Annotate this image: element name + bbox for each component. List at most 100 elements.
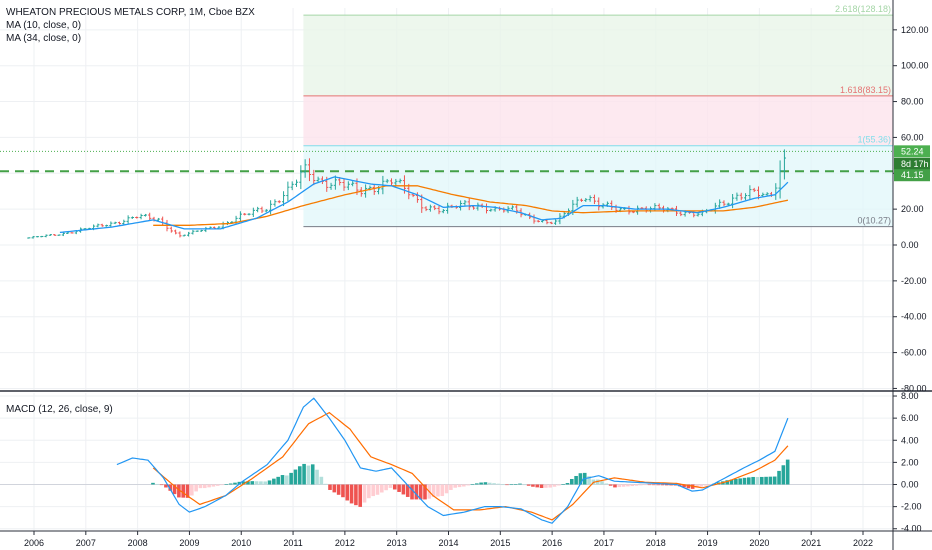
- macd-histogram-bar: [401, 484, 406, 495]
- time-tick-label: 2010: [231, 538, 251, 548]
- macd-histogram-bar: [544, 484, 548, 488]
- macd-histogram-bar: [652, 484, 656, 486]
- macd-histogram-bar: [755, 476, 760, 485]
- macd-tick-label: 4.00: [901, 435, 919, 445]
- macd-histogram-bar: [354, 484, 358, 506]
- macd-pane: [0, 397, 893, 524]
- macd-histogram-bar: [660, 484, 665, 486]
- macd-legend-label[interactable]: MACD (12, 26, close, 9): [6, 404, 113, 415]
- macd-histogram-bar: [431, 484, 436, 498]
- macd-histogram-bar: [600, 481, 604, 485]
- macd-histogram-bar: [500, 484, 505, 486]
- macd-histogram-bar: [604, 483, 609, 485]
- price-tick-label: 120.00: [901, 25, 929, 35]
- macd-histogram-bar: [522, 484, 527, 486]
- macd-histogram-bar: [228, 483, 233, 485]
- macd-histogram-bar: [358, 484, 363, 507]
- macd-histogram-bar: [233, 482, 237, 485]
- level-badge: 41.15: [901, 170, 924, 180]
- price-tick-label: 20.00: [901, 204, 924, 214]
- fib-label: 1(55.36): [857, 135, 891, 145]
- macd-histogram-bar: [341, 484, 345, 498]
- macd-histogram-bar: [388, 484, 393, 488]
- level-badge-bg: [894, 169, 930, 182]
- macd-histogram-bar: [734, 478, 738, 485]
- price-pane: [0, 149, 893, 239]
- macd-histogram-bar: [462, 484, 466, 487]
- macd-histogram-bar: [276, 476, 280, 485]
- macd-histogram-bar: [155, 483, 160, 485]
- macd-histogram-bar: [207, 484, 211, 488]
- macd-histogram-bar: [250, 481, 255, 485]
- macd-histogram-bar: [513, 484, 518, 485]
- macd-histogram-bar: [466, 484, 470, 486]
- time-tick-label: 2006: [24, 538, 44, 548]
- macd-histogram-bar: [181, 484, 185, 498]
- macd-histogram-bar: [483, 482, 488, 485]
- macd-histogram-bar: [656, 484, 660, 486]
- time-tick-label: 2009: [179, 538, 199, 548]
- macd-histogram-bar: [177, 484, 181, 498]
- macd-histogram-bar: [215, 484, 220, 486]
- macd-histogram-bar: [742, 477, 747, 485]
- ma10-legend[interactable]: MA (10, close, 0): [6, 20, 82, 31]
- time-tick-label: 2011: [283, 538, 302, 548]
- macd-histogram-bar: [708, 484, 712, 486]
- macd-histogram-bar: [151, 482, 155, 485]
- macd-legend: MACD (12, 26, close, 9): [6, 403, 113, 416]
- macd-histogram-bar: [492, 483, 496, 485]
- fib-label: 0(10.27): [857, 216, 891, 226]
- macd-histogram-bar: [747, 477, 751, 485]
- macd-histogram-bar: [371, 484, 375, 497]
- macd-histogram-bar: [190, 484, 194, 496]
- macd-tick-label: 2.00: [901, 457, 919, 467]
- macd-histogram-bar: [535, 484, 540, 488]
- macd-histogram-bar: [526, 484, 531, 486]
- symbol-title[interactable]: WHEATON PRECIOUS METALS CORP, 1M, Cboe B…: [6, 7, 255, 18]
- price-tick-label: -80.00: [901, 383, 927, 393]
- macd-histogram-bar: [328, 484, 332, 490]
- macd-histogram-bar: [272, 478, 276, 485]
- macd-histogram-bar: [194, 484, 198, 492]
- macd-histogram-bar: [440, 484, 445, 497]
- macd-histogram-bar: [349, 484, 354, 504]
- macd-histogram-bar: [479, 482, 483, 485]
- macd-histogram-bar: [384, 484, 388, 491]
- macd-histogram-bar: [764, 476, 768, 485]
- macd-histogram-bar: [686, 484, 691, 489]
- time-tick-label: 2014: [438, 538, 458, 548]
- macd-histogram-bar: [457, 484, 462, 488]
- last-price-badge-bg: [894, 145, 930, 158]
- price-tick-label: 80.00: [901, 97, 924, 107]
- time-tick-label: 2008: [128, 538, 148, 548]
- macd-histogram-bar: [759, 476, 764, 485]
- time-tick-label: 2020: [749, 538, 769, 548]
- macd-line: [116, 397, 789, 524]
- macd-histogram-bar: [198, 484, 203, 489]
- price-legend: WHEATON PRECIOUS METALS CORP, 1M, Cboe B…: [6, 6, 255, 45]
- macd-histogram-bar: [453, 484, 458, 488]
- fibonacci-extension: 2.618(128.18) 1.618(83.15) 1(55.36) 0(10.27…: [303, 4, 893, 228]
- macd-histogram-bar: [561, 484, 565, 485]
- macd-histogram-bar: [613, 484, 617, 488]
- macd-histogram-bar: [578, 473, 583, 485]
- time-tick-label: 2017: [594, 538, 614, 548]
- macd-histogram-bar: [518, 483, 522, 485]
- macd-histogram-bar: [725, 480, 730, 485]
- macd-histogram-bar: [647, 484, 652, 486]
- macd-histogram-bar: [608, 484, 613, 486]
- ma34-legend[interactable]: MA (34, close, 0): [6, 33, 82, 44]
- macd-histogram-bar: [375, 484, 380, 495]
- macd-histogram-bar: [630, 484, 635, 487]
- macd-histogram-bar: [470, 484, 475, 486]
- macd-histogram-bar: [772, 476, 777, 485]
- macd-histogram-bar: [246, 481, 250, 485]
- macd-histogram-bar: [336, 484, 341, 495]
- macd-histogram-bar: [254, 481, 259, 485]
- macd-histogram-bar: [397, 484, 401, 492]
- macd-histogram-bar: [565, 483, 570, 485]
- macd-histogram-bar: [639, 484, 643, 486]
- bar-timer-badge-bg: [894, 157, 930, 170]
